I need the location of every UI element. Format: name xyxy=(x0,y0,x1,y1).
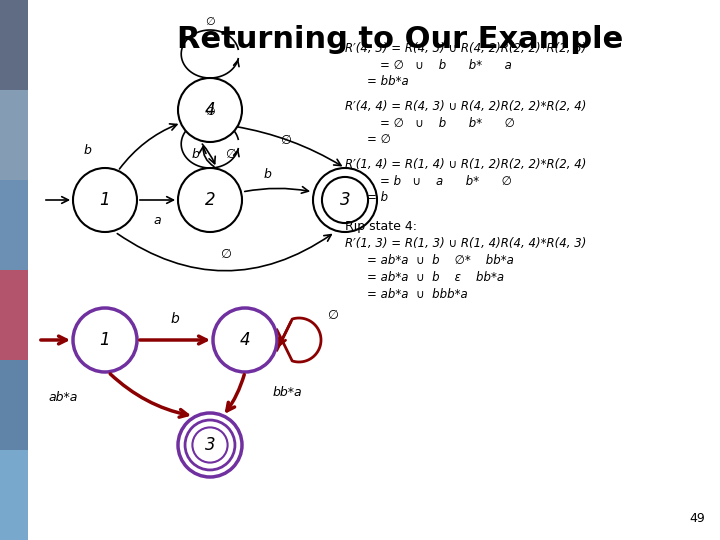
Text: ∅: ∅ xyxy=(220,247,230,260)
Text: b: b xyxy=(191,148,199,161)
Text: ∅: ∅ xyxy=(205,107,215,117)
Bar xyxy=(0,0,28,540)
Text: a: a xyxy=(153,213,161,226)
Circle shape xyxy=(178,413,242,477)
Text: b: b xyxy=(83,144,91,157)
Text: = ab*a  ∪  bbb*a: = ab*a ∪ bbb*a xyxy=(367,288,468,301)
Bar xyxy=(0,90,28,180)
Text: 1: 1 xyxy=(99,191,110,209)
Text: 3: 3 xyxy=(340,191,351,209)
Text: ∅: ∅ xyxy=(280,133,291,146)
Bar xyxy=(0,180,28,270)
Circle shape xyxy=(213,308,277,372)
Text: ∅: ∅ xyxy=(205,17,215,27)
Bar xyxy=(0,270,28,360)
Text: 4: 4 xyxy=(240,331,251,349)
Text: R′(4, 3) = R(4, 3) ∪ R(4, 2)R(2, 2)*R(2, 3): R′(4, 3) = R(4, 3) ∪ R(4, 2)R(2, 2)*R(2,… xyxy=(345,42,586,55)
Text: 2: 2 xyxy=(204,191,215,209)
Text: ab*a: ab*a xyxy=(48,391,78,404)
Text: = ∅: = ∅ xyxy=(367,133,391,146)
Bar xyxy=(0,360,28,450)
Text: = bb*a: = bb*a xyxy=(367,75,409,88)
Text: R′(1, 3) = R(1, 3) ∪ R(1, 4)R(4, 4)*R(4, 3): R′(1, 3) = R(1, 3) ∪ R(1, 4)R(4, 4)*R(4,… xyxy=(345,237,586,250)
Text: = ∅   ∪    b      b*      ∅: = ∅ ∪ b b* ∅ xyxy=(380,117,515,130)
Text: = ∅   ∪    b      b*      a: = ∅ ∪ b b* a xyxy=(380,59,512,72)
Text: 1: 1 xyxy=(99,331,110,349)
Text: R′(1, 4) = R(1, 4) ∪ R(1, 2)R(2, 2)*R(2, 4): R′(1, 4) = R(1, 4) ∪ R(1, 2)R(2, 2)*R(2,… xyxy=(345,158,586,171)
Text: Rip state 4:: Rip state 4: xyxy=(345,220,417,233)
Text: 49: 49 xyxy=(689,512,705,525)
Text: bb*a: bb*a xyxy=(272,386,302,399)
Text: ∅: ∅ xyxy=(327,309,338,322)
Text: R′(4, 4) = R(4, 3) ∪ R(4, 2)R(2, 2)*R(2, 4): R′(4, 4) = R(4, 3) ∪ R(4, 2)R(2, 2)*R(2,… xyxy=(345,100,586,113)
Text: 4: 4 xyxy=(204,101,215,119)
Text: b: b xyxy=(171,312,179,326)
Bar xyxy=(0,450,28,540)
Text: = b   ∪    a      b*      ∅: = b ∪ a b* ∅ xyxy=(380,175,512,188)
Text: = b: = b xyxy=(367,191,388,204)
Text: 3: 3 xyxy=(204,436,215,454)
Circle shape xyxy=(178,78,242,142)
Text: ∅: ∅ xyxy=(225,148,235,161)
Text: = ab*a  ∪  b    ∅*    bb*a: = ab*a ∪ b ∅* bb*a xyxy=(367,254,514,267)
Circle shape xyxy=(178,168,242,232)
Circle shape xyxy=(313,168,377,232)
Bar xyxy=(0,0,28,90)
Text: = ab*a  ∪  b    ε    bb*a: = ab*a ∪ b ε bb*a xyxy=(367,271,504,284)
Text: Returning to Our Example: Returning to Our Example xyxy=(177,25,623,54)
Circle shape xyxy=(73,308,137,372)
Text: b: b xyxy=(264,168,271,181)
Circle shape xyxy=(73,168,137,232)
